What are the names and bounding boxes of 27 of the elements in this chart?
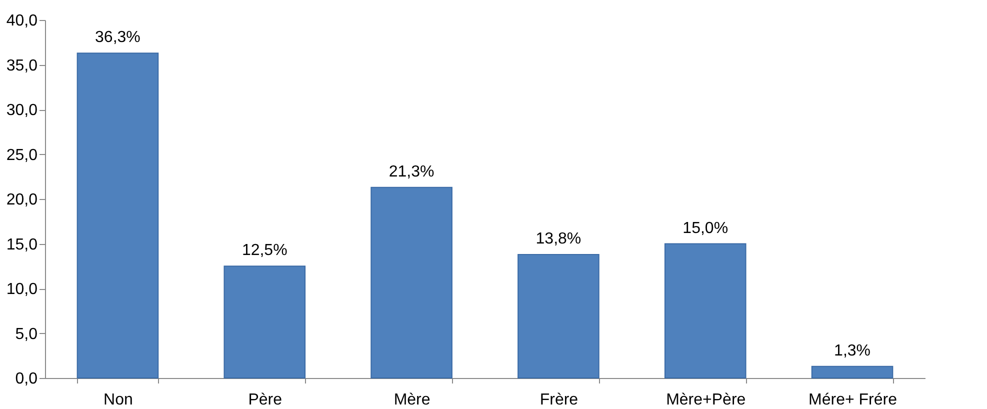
x-tick-label: Mère [394,392,430,408]
x-tick-label: Frère [540,392,578,408]
bar [370,186,452,378]
x-tick-label: Père [248,392,282,408]
y-tick-label: 20,0 [6,192,38,208]
data-label: 13,8% [536,230,582,248]
x-tick-label: Mére+ Frére [808,392,898,408]
data-label: 12,5% [242,242,288,260]
y-tick-label: 35,0 [6,57,38,74]
bar [811,366,894,378]
bar [664,243,746,378]
data-label: 1,3% [834,342,871,360]
y-tick-label: 30,0 [6,102,38,119]
y-tick-label: 25,0 [6,146,38,164]
y-tick-label: 0,0 [15,370,38,388]
data-label: 36,3% [95,29,140,46]
x-tick-label: Non [104,392,133,408]
y-tick-label: 10,0 [6,281,38,298]
y-tick-label: 15,0 [6,236,38,254]
data-label: 15,0% [682,220,728,237]
bar [518,254,600,378]
y-tick-label: 40,0 [6,12,38,30]
y-tick-label: 5,0 [15,326,38,343]
bar [76,52,159,378]
data-label: 21,3% [388,163,434,180]
x-tick-label: Mère+Père [666,392,746,408]
bar [224,266,306,378]
